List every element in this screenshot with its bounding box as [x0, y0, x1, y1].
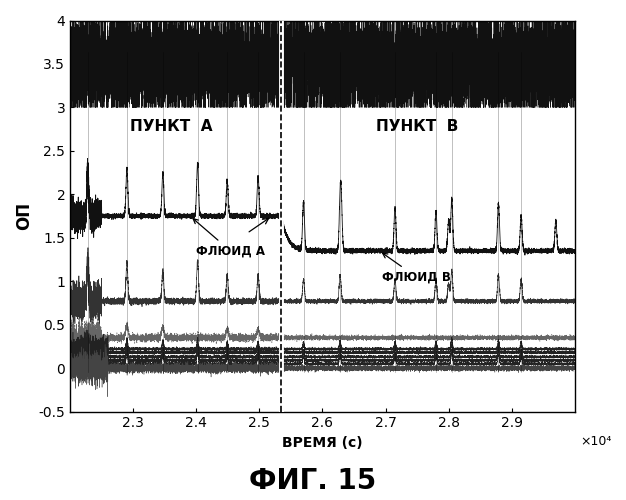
Text: ФЛЮИД A: ФЛЮИД A [193, 219, 265, 258]
Text: ×10⁴: ×10⁴ [580, 435, 611, 448]
Text: ПУНКТ  A: ПУНКТ A [130, 119, 212, 134]
Text: ФИГ. 15: ФИГ. 15 [249, 467, 377, 495]
Y-axis label: ОП: ОП [15, 202, 33, 230]
X-axis label: ВРЕМЯ (с): ВРЕМЯ (с) [282, 436, 363, 450]
Text: ПУНКТ  B: ПУНКТ B [376, 119, 458, 134]
Text: ФЛЮИД B: ФЛЮИД B [382, 253, 451, 284]
